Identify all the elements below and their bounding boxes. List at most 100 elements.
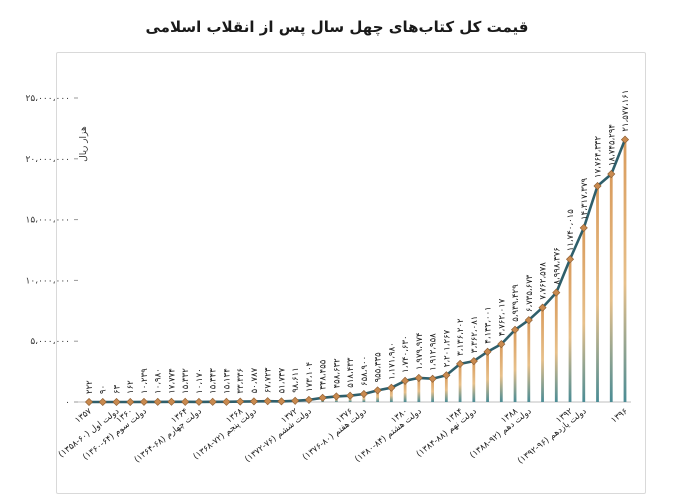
- data-label: ۱۵،۳۴۳: [209, 368, 219, 394]
- series-line: [89, 139, 627, 404]
- data-label: ۱۷،۷۷۴: [167, 368, 177, 394]
- bar: [554, 292, 558, 402]
- data-point: [318, 393, 327, 402]
- y-axis-label: هزار ریال: [79, 126, 89, 162]
- data-label: ۱۱،۷۴۰،۰۱۵: [566, 209, 576, 251]
- data-point: [222, 397, 231, 406]
- bar: [596, 185, 599, 402]
- y-tick-label: ۵،۰۰۰،۰۰۰: [30, 337, 70, 347]
- data-point: [593, 181, 602, 191]
- data-point: [304, 395, 313, 404]
- data-point: [456, 359, 465, 368]
- data-point: [139, 397, 148, 406]
- data-label: ۱،۱۷۱،۹۸۰: [387, 342, 397, 379]
- data-label: ۱،۷۴۰،۶۳۰: [401, 335, 411, 372]
- data-label: ۶،۷۳۵،۶۷۳: [525, 274, 535, 312]
- bar: [541, 307, 544, 402]
- data-point: [236, 397, 245, 406]
- data-point: [566, 255, 575, 264]
- bar: [376, 390, 380, 402]
- value-labels: ۲۲۲ ۹۰ ۶۳ ۱۶۲ ۱۰،۲۳۹ ۱۰،۹۸۰ ۱۷،۷۷۴ ۱۵،۳۳۲ ۱۰،۱۷۰…: [85, 90, 631, 394]
- data-label: ۱۸،۷۴۵،۲۹۴: [607, 124, 617, 166]
- data-point: [346, 391, 355, 400]
- data-label: ۳،۳۶۲،۰۸۱: [470, 316, 480, 353]
- data-label: ۲۲۲: [85, 380, 95, 394]
- y-tick-label: ۲۵،۰۰۰،۰۰۰: [26, 94, 70, 104]
- data-point: [84, 397, 94, 407]
- bar: [609, 174, 613, 402]
- data-label: ۵۱،۷۳۷: [277, 367, 287, 393]
- data-point: [153, 397, 162, 406]
- data-label: ۱۵،۱۳۴: [222, 368, 232, 394]
- data-label: ۱۷،۷۶۴،۳۳۲: [594, 136, 604, 178]
- data-point: [538, 303, 547, 312]
- data-point: [620, 135, 630, 144]
- data-label: ۴،۱۳۳،۰۰۱: [484, 306, 494, 343]
- bar: [623, 139, 627, 403]
- y-tick-label: ۱۵،۰۰۰،۰۰۰: [26, 216, 70, 226]
- data-point: [401, 376, 410, 385]
- data-label: ۴،۷۶۲،۰۱۷: [497, 298, 507, 336]
- data-point: [194, 397, 203, 406]
- data-label: ۱۰،۹۸۰: [154, 368, 164, 394]
- data-label: ۱۰،۲۳۹: [140, 368, 150, 394]
- data-label: ۵۱۸،۴۳۳: [346, 357, 356, 388]
- bar: [568, 259, 572, 402]
- data-point: [387, 383, 396, 392]
- data-label: ۸،۹۹۸،۳۷۶: [552, 247, 562, 284]
- data-label: ۹۵۵،۳۳۵: [374, 352, 384, 383]
- data-point: [208, 397, 217, 406]
- data-label: ۱،۹۷۹،۹۷۴: [415, 332, 425, 369]
- bar: [444, 375, 448, 402]
- data-label: ۳،۱۳۶،۲۰۲: [456, 318, 466, 356]
- data-label: ۴۵۸،۶۳۲: [332, 358, 342, 389]
- data-point: [249, 397, 258, 406]
- data-label: ۶۵۸،۹۰۰: [360, 356, 370, 386]
- bar: [486, 351, 489, 402]
- data-point: [98, 397, 107, 407]
- data-label: ۱۷۳،۱۰۴: [305, 362, 315, 392]
- data-point: [552, 288, 561, 297]
- bar: [582, 227, 586, 402]
- data-point: [126, 397, 135, 407]
- data-label: ۱۰،۱۷۰: [195, 368, 205, 394]
- bar: [458, 363, 462, 402]
- data-point: [483, 347, 492, 356]
- data-point: [373, 386, 382, 395]
- data-label: ۱۵،۳۳۲: [181, 368, 191, 394]
- data-point: [112, 397, 121, 407]
- data-point: [181, 397, 190, 406]
- data-point: [469, 357, 478, 366]
- bar: [513, 329, 517, 402]
- data-label: ۷،۷۶۲،۵۷۸: [539, 262, 549, 300]
- data-point: [277, 397, 286, 406]
- data-label: ۹۰: [99, 385, 109, 394]
- data-point: [167, 397, 176, 406]
- data-label: ۶۳: [112, 384, 122, 394]
- plot-panel: [56, 52, 646, 494]
- y-tick-label: ۰: [65, 398, 70, 408]
- data-label: ۲،۲۰۱،۲۶۷: [442, 329, 452, 367]
- bar: [389, 387, 393, 402]
- bar: [527, 320, 531, 402]
- data-label: ۳۴۸،۴۵۵: [319, 359, 329, 390]
- data-label: ۳۳،۳۳۶: [236, 368, 246, 394]
- x-tick-label: ۱۳۵۷: [73, 406, 94, 425]
- data-point: [332, 392, 341, 401]
- data-point: [359, 389, 368, 399]
- data-point: [414, 373, 423, 382]
- data-point: [511, 325, 520, 334]
- data-point: [263, 397, 272, 406]
- data-point: [524, 316, 533, 325]
- data-point: [607, 170, 616, 179]
- bar: [431, 378, 434, 402]
- bar: [417, 377, 421, 402]
- data-label: ۱،۹۱۲،۹۵۸: [429, 333, 439, 371]
- data-label: ۹۸،۶۱۱: [291, 367, 301, 393]
- data-label: ۶۷،۷۲۳: [264, 367, 274, 393]
- bar: [403, 380, 407, 402]
- bar: [499, 344, 503, 402]
